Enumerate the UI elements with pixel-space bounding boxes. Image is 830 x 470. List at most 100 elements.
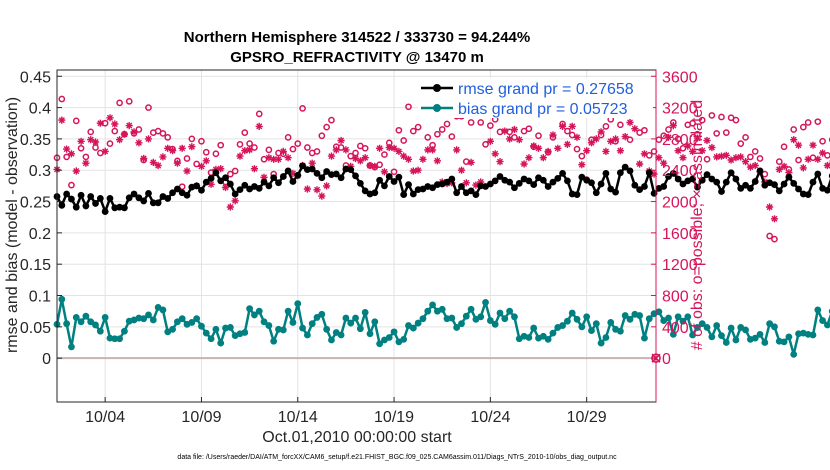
possible-obs-point bbox=[448, 133, 456, 140]
possible-obs-point bbox=[236, 141, 244, 148]
possible-obs-point bbox=[578, 152, 586, 160]
rmse-point bbox=[785, 173, 793, 181]
assimilated-obs-point bbox=[790, 136, 798, 144]
assimilated-obs-point bbox=[130, 128, 138, 136]
possible-obs-point bbox=[573, 145, 581, 153]
assimilated-obs-point bbox=[116, 136, 124, 144]
assimilated-obs-point bbox=[742, 158, 750, 166]
bias-point bbox=[438, 305, 446, 313]
rmse-point bbox=[708, 175, 716, 183]
bias-point bbox=[549, 329, 557, 337]
assimilated-obs-point bbox=[823, 161, 830, 170]
assimilated-obs-point bbox=[587, 139, 596, 147]
possible-obs-point bbox=[164, 133, 172, 141]
y-right-tick-label: 1600 bbox=[662, 226, 698, 243]
rmse-point bbox=[824, 186, 830, 194]
axis-layer: 10/04 10/09 10/14 10/19 10/24 10/29 0 0.05 0.1 0.… bbox=[20, 69, 698, 426]
bias-point bbox=[376, 340, 384, 348]
bias-point bbox=[809, 331, 817, 339]
possible-obs-point bbox=[722, 129, 730, 136]
assimilated-obs-point bbox=[183, 167, 191, 175]
bias-point bbox=[636, 312, 644, 319]
possible-obs-point bbox=[212, 150, 220, 158]
bias-point bbox=[207, 335, 215, 343]
assimilated-obs-point bbox=[703, 136, 711, 145]
bias-point bbox=[448, 314, 456, 322]
bias-point bbox=[689, 331, 696, 339]
rmse-point bbox=[260, 178, 268, 186]
rmse-point bbox=[135, 194, 143, 202]
possible-obs-point bbox=[804, 119, 812, 126]
bias-point bbox=[790, 350, 798, 358]
rmse-point bbox=[318, 174, 326, 182]
assimilated-obs-point bbox=[400, 152, 408, 160]
bias-point bbox=[559, 322, 566, 329]
rmse-point bbox=[679, 180, 687, 188]
bias-point bbox=[496, 309, 504, 317]
assimilated-obs-point bbox=[631, 125, 639, 133]
assimilated-obs-point bbox=[125, 122, 133, 130]
possible-obs-point bbox=[617, 121, 624, 129]
possible-obs-point bbox=[294, 140, 302, 147]
assimilated-obs-point bbox=[573, 133, 581, 141]
rmse-point bbox=[578, 173, 586, 181]
y-right-tick-label: 2800 bbox=[662, 132, 698, 149]
bias-point bbox=[409, 324, 417, 332]
rmse-point bbox=[530, 181, 538, 189]
rmse-point bbox=[231, 190, 239, 198]
bias-point bbox=[544, 335, 552, 343]
assimilated-obs-point bbox=[520, 160, 528, 168]
assimilated-obs-point bbox=[63, 145, 71, 153]
assimilated-obs-point bbox=[732, 154, 740, 162]
bias-point bbox=[140, 315, 148, 323]
bias-point bbox=[467, 305, 475, 313]
possible-obs-point bbox=[63, 153, 70, 161]
bias-point bbox=[414, 319, 422, 327]
rmse-point bbox=[602, 169, 610, 177]
data-file-footnote: data file: /Users/raeder/DAI/ATM_forcXX/… bbox=[177, 454, 617, 461]
chart-title-line-1: Northern Hemisphere 314522 / 333730 = 94… bbox=[184, 29, 530, 46]
possible-obs-point bbox=[467, 119, 475, 126]
assimilated-obs-point bbox=[270, 155, 278, 163]
assimilated-obs-point bbox=[592, 135, 600, 143]
assimilated-obs-point bbox=[289, 169, 297, 177]
assimilated-obs-point bbox=[154, 161, 162, 170]
bias-point bbox=[385, 334, 393, 341]
y-left-tick-label: 0.35 bbox=[20, 132, 51, 149]
bias-point bbox=[482, 299, 489, 306]
bias-point bbox=[92, 321, 99, 329]
possible-obs-point bbox=[819, 137, 826, 145]
bias-point bbox=[713, 322, 721, 329]
rmse-point bbox=[448, 175, 456, 183]
rmse-point bbox=[294, 171, 302, 179]
assimilated-obs-point bbox=[159, 153, 167, 161]
assimilated-obs-point bbox=[563, 140, 571, 148]
rmse-point bbox=[592, 189, 600, 197]
assimilated-obs-point bbox=[173, 159, 181, 167]
bias-point bbox=[665, 314, 672, 322]
bias-point bbox=[771, 323, 778, 331]
possible-obs-point bbox=[318, 132, 326, 140]
rmse-point bbox=[202, 178, 210, 186]
rmse-point bbox=[621, 163, 629, 171]
rmse-point bbox=[226, 180, 234, 188]
rmse-point bbox=[732, 175, 740, 183]
possible-obs-point bbox=[751, 148, 759, 155]
possible-obs-point bbox=[564, 127, 571, 135]
bias-point bbox=[173, 318, 181, 326]
possible-obs-point bbox=[708, 112, 716, 119]
possible-obs-point bbox=[304, 144, 311, 151]
rmse-point bbox=[332, 170, 340, 178]
bias-point bbox=[621, 312, 629, 319]
rmse-point bbox=[173, 185, 181, 193]
bias-point bbox=[761, 339, 769, 346]
possible-obs-point bbox=[92, 144, 99, 151]
bias-point bbox=[284, 307, 292, 315]
bias-point bbox=[525, 334, 533, 341]
assimilated-obs-point bbox=[525, 154, 533, 162]
bias-point bbox=[87, 318, 95, 326]
assimilated-obs-point bbox=[351, 154, 360, 163]
bias-point bbox=[592, 320, 600, 328]
